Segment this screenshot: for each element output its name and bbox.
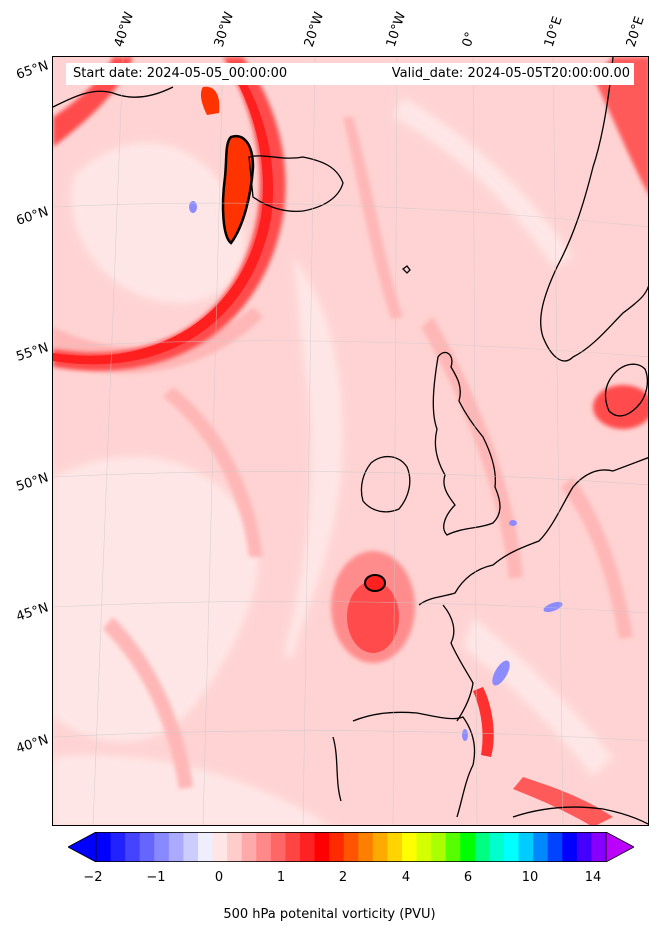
colorbar-cell — [460, 832, 476, 862]
colorbar-cell — [562, 832, 578, 862]
map-panel — [52, 56, 649, 826]
colorbar-cell — [387, 832, 403, 862]
colorbar-cell — [300, 832, 316, 862]
lon-label-10w: 10°W — [383, 10, 410, 49]
lon-label-20e: 20°E — [623, 14, 648, 50]
colorbar-cell — [576, 832, 592, 862]
colorbar-cell — [96, 832, 112, 862]
colorbar-cell — [183, 832, 199, 862]
lon-label-10e: 10°E — [541, 14, 566, 50]
colorbar-cell — [504, 832, 520, 862]
colorbar-cell — [591, 832, 607, 862]
colorbar-cell — [343, 832, 359, 862]
colorbar-tick-label: 1 — [276, 870, 286, 885]
colorbar-cell — [168, 832, 184, 862]
pv-field — [53, 57, 648, 825]
colorbar-cell — [212, 832, 228, 862]
colorbar-tick-label: 2 — [338, 870, 348, 885]
lon-label-0: 0° — [459, 30, 479, 49]
colorbar-cell — [198, 832, 214, 862]
valid-date-label: Valid_date: 2024-05-05T20:00:00.00 — [391, 66, 630, 81]
lat-label-40n: 40°N — [14, 732, 51, 757]
colorbar-cell — [474, 832, 490, 862]
lat-label-50n: 50°N — [14, 470, 51, 495]
lat-label-55n: 55°N — [14, 340, 51, 365]
colorbar-cell — [533, 832, 549, 862]
colorbar-tick-label: 10 — [521, 870, 539, 885]
colorbar-cell — [110, 832, 126, 862]
colorbar-cell — [139, 832, 155, 862]
colorbar-cell — [285, 832, 301, 862]
colorbar-tick-label: 4 — [401, 870, 411, 885]
colorbar-tick-label: 6 — [463, 870, 473, 885]
colorbar-label: 500 hPa potenital vorticity (PVU) — [223, 907, 436, 922]
colorbar-cell — [270, 832, 286, 862]
colorbar-cell — [402, 832, 418, 862]
date-info-bar: Start date: 2024-05-05_00:00:00 Valid_da… — [66, 63, 634, 85]
colorbar-tick-label: 0 — [214, 870, 224, 885]
colorbar-cell — [445, 832, 461, 862]
colorbar-cell — [154, 832, 170, 862]
colorbar-cell — [489, 832, 505, 862]
colorbar-cell — [227, 832, 243, 862]
colorbar-cell — [547, 832, 563, 862]
colorbar-cell — [314, 832, 330, 862]
lat-label-65n: 65°N — [14, 58, 51, 83]
colorbar-tick-label: −1 — [146, 870, 166, 885]
colorbar-cell — [416, 832, 432, 862]
colorbar-extend-high — [605, 832, 634, 862]
lon-label-20w: 20°W — [301, 10, 328, 49]
colorbar-tick-label: 14 — [584, 870, 602, 885]
colorbar-cell — [518, 832, 534, 862]
colorbar-cell — [125, 832, 141, 862]
colorbar-cell — [358, 832, 374, 862]
colorbar-extend-low — [68, 832, 97, 862]
lon-label-40w: 40°W — [111, 10, 138, 49]
colorbar-cell — [372, 832, 388, 862]
colorbar-cell — [329, 832, 345, 862]
colorbar-tick-label: −2 — [83, 870, 103, 885]
lat-label-60n: 60°N — [14, 204, 51, 229]
colorbar — [68, 832, 634, 862]
colorbar-cell — [256, 832, 272, 862]
start-date-label: Start date: 2024-05-05_00:00:00 — [73, 66, 288, 81]
colorbar-cell — [241, 832, 257, 862]
lon-label-30w: 30°W — [211, 10, 238, 49]
colorbar-cell — [431, 832, 447, 862]
lat-label-45n: 45°N — [14, 600, 51, 625]
